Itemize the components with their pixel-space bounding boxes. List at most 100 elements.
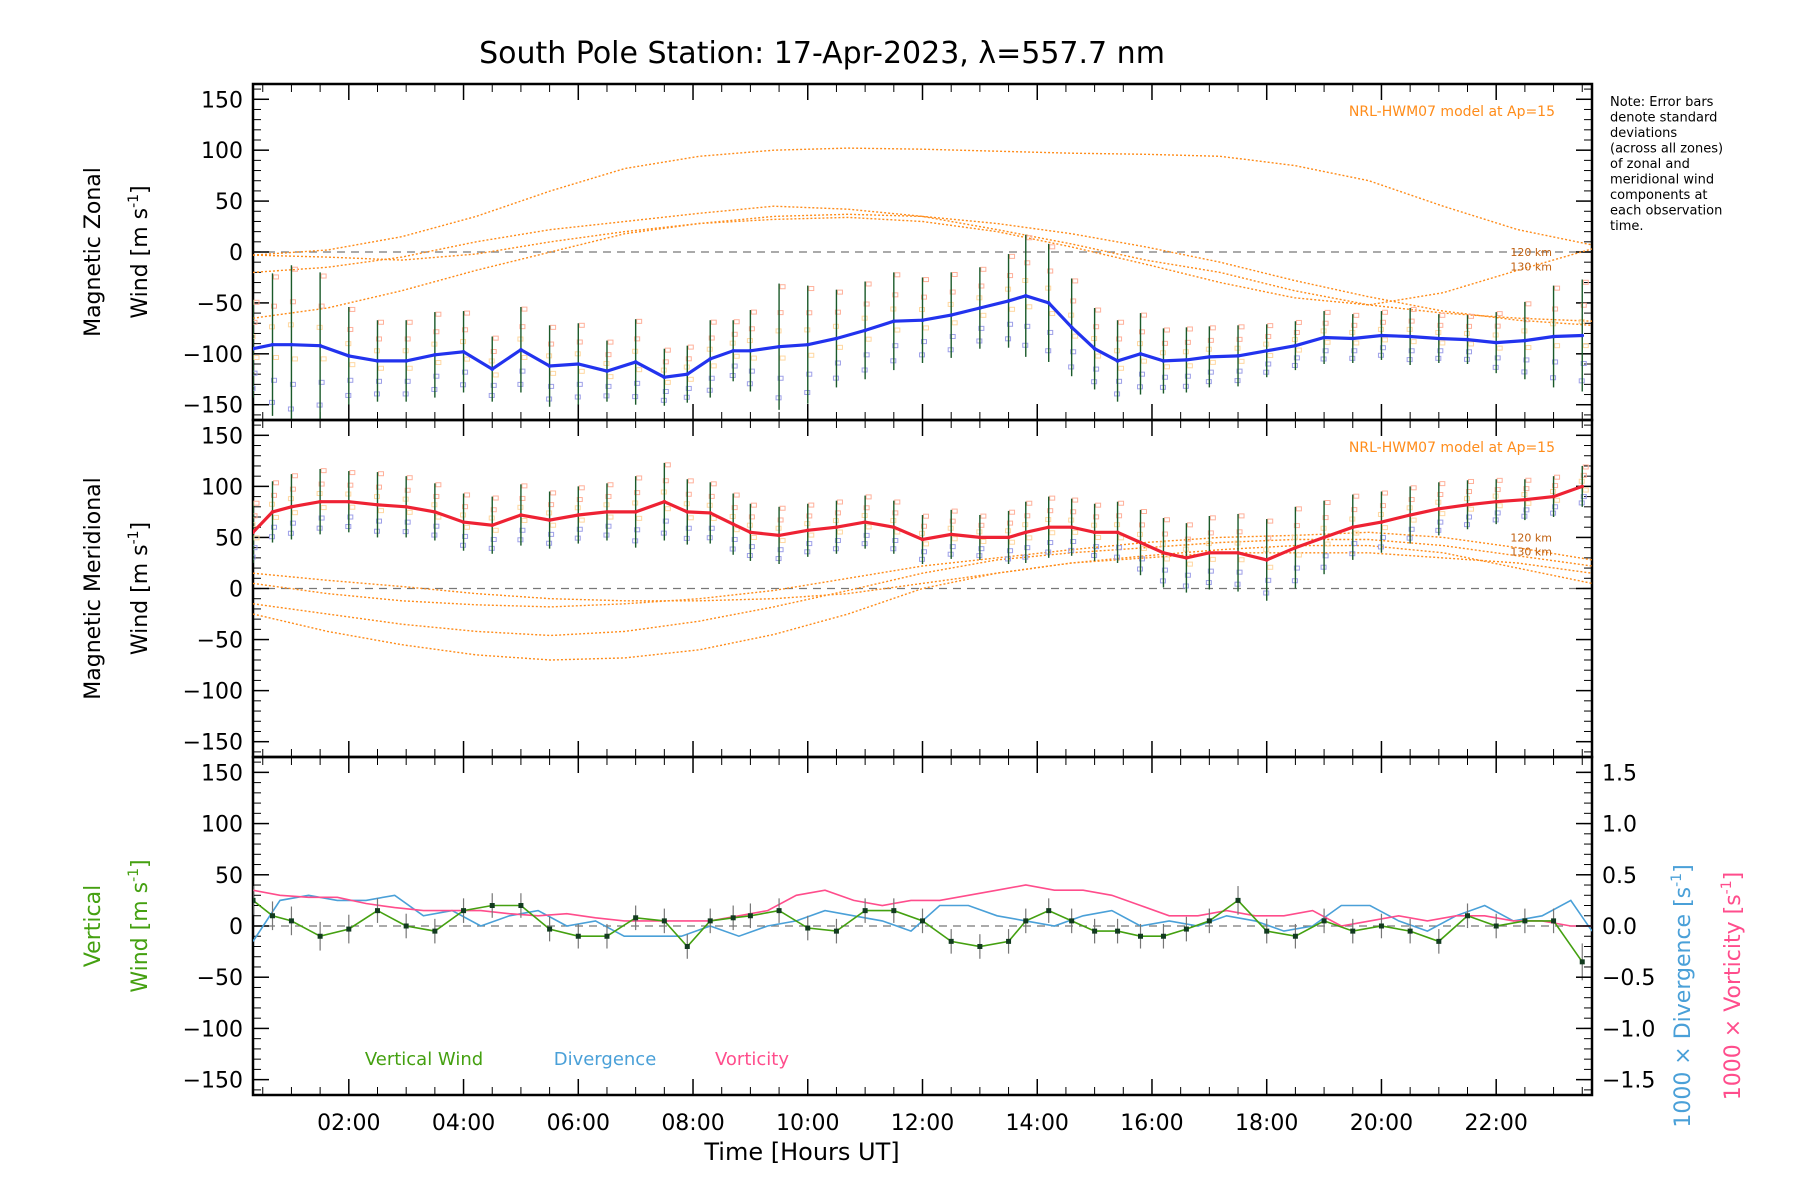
sample-point: [1186, 363, 1193, 369]
sample-point: [1163, 556, 1170, 562]
sample-point: [1554, 474, 1561, 480]
sample-point: [1186, 561, 1193, 567]
sample-point: [1351, 541, 1358, 547]
sample-point: [253, 500, 260, 506]
sample-point: [492, 335, 499, 341]
vertical-wind-point: [1436, 938, 1442, 944]
sample-point: [605, 383, 612, 389]
vertical-wind-point: [270, 913, 276, 919]
sample-point: [1116, 513, 1123, 519]
model-label: NRL-HWM07 model at Ap=15: [1349, 104, 1555, 120]
sample-point: [1267, 518, 1274, 524]
sample-point: [289, 381, 296, 387]
series-point: [461, 349, 466, 354]
series-point: [1264, 348, 1269, 353]
sample-point: [347, 482, 354, 488]
sample-point: [1523, 317, 1530, 323]
sample-point: [521, 354, 528, 360]
sample-points: [253, 462, 1589, 596]
sample-point: [1072, 497, 1079, 503]
sample-point: [320, 468, 327, 474]
series-point: [685, 510, 690, 514]
sample-point: [1118, 365, 1125, 371]
sample-point: [1353, 530, 1360, 536]
sample-point: [685, 356, 692, 362]
sample-point: [289, 299, 296, 305]
sample-point: [892, 343, 899, 349]
sample-point: [521, 517, 528, 523]
series-point: [404, 359, 408, 363]
sample-point: [978, 283, 985, 289]
divergence-line: [253, 894, 1592, 942]
sample-point: [1496, 477, 1503, 483]
y-tick-label: 150: [201, 424, 243, 449]
sample-point: [464, 310, 471, 316]
sample-point: [576, 526, 583, 532]
sample-point: [253, 522, 256, 528]
sample-point: [951, 508, 958, 514]
y-tick-label: 0: [229, 241, 243, 266]
series-point: [404, 505, 408, 509]
vertical-wind-point: [288, 918, 294, 924]
sample-point: [836, 289, 843, 295]
sample-point: [1267, 564, 1274, 570]
sample-point: [406, 509, 413, 515]
vertical-wind-point: [432, 928, 438, 934]
sample-point: [435, 482, 442, 488]
sample-point: [1141, 312, 1148, 318]
sample-point: [347, 377, 354, 383]
sample-point: [685, 491, 692, 497]
sample-point: [1207, 530, 1214, 536]
right-label-vorticity: 1000 × Vorticity [s-1]: [1719, 872, 1746, 1100]
series-point: [1046, 301, 1051, 305]
series-point: [892, 525, 896, 530]
sample-point: [710, 481, 717, 487]
series-point: [1006, 535, 1011, 540]
sample-point: [1095, 353, 1102, 359]
y-tick-label: −150: [183, 394, 243, 419]
vertical-wind-point: [1465, 913, 1471, 919]
sample-point: [318, 481, 325, 487]
sample-point: [1072, 333, 1079, 339]
sample-point: [433, 373, 440, 379]
sample-point: [349, 306, 356, 312]
series-point: [731, 348, 735, 353]
sample-point: [921, 294, 927, 300]
y-tick-label: −150: [183, 731, 243, 756]
y-tick-label: 50: [215, 864, 243, 889]
plot-area: [253, 884, 1592, 981]
sample-point: [1026, 535, 1033, 541]
sample-point: [834, 309, 841, 315]
note-line: (across all zones): [1610, 142, 1723, 157]
sample-point: [1163, 517, 1170, 523]
sample-point: [578, 368, 585, 374]
right-label-divergence: 1000 × Divergence [s-1]: [1669, 864, 1696, 1127]
sample-point: [492, 495, 499, 501]
sample-point: [1207, 337, 1214, 343]
sample-point: [1351, 348, 1358, 354]
vertical-wind-point: [1522, 918, 1528, 924]
sample-point: [1047, 329, 1054, 335]
sample-point: [490, 507, 497, 513]
sample-point: [1494, 323, 1501, 329]
sample-point: [1496, 345, 1503, 351]
sample-points: [253, 235, 1589, 412]
plot-area: [253, 462, 1592, 661]
sample-point: [708, 493, 715, 499]
sample-point: [1265, 535, 1272, 541]
sample-point: [550, 490, 557, 496]
right-label-sup: -1: [1719, 880, 1735, 894]
vertical-wind-point: [461, 908, 467, 914]
sample-point: [1523, 507, 1530, 513]
sample-point: [836, 529, 843, 535]
sample-point: [1026, 304, 1033, 310]
sample-point: [634, 380, 641, 386]
sample-point: [865, 524, 872, 530]
sample-point: [1496, 311, 1503, 317]
sample-point: [1070, 349, 1077, 355]
sample-point: [1408, 348, 1415, 354]
model-curve: [253, 216, 1592, 306]
series-point: [978, 535, 982, 540]
vertical-wind-point: [604, 933, 610, 939]
sample-point: [836, 499, 843, 505]
